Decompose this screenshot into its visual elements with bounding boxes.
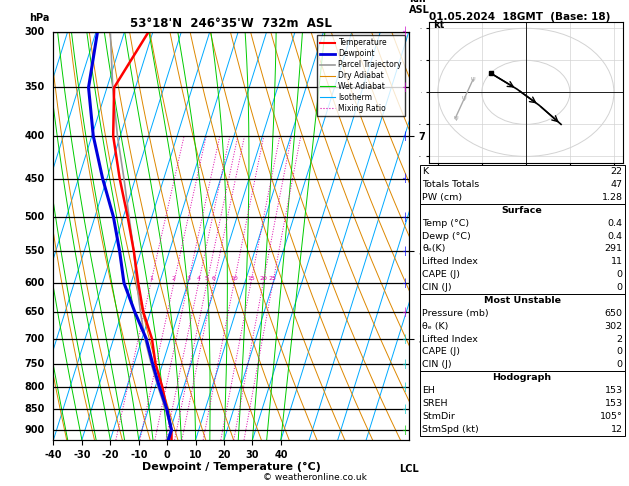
Text: 12: 12: [611, 425, 623, 434]
Text: 5: 5: [205, 276, 209, 281]
Text: CIN (J): CIN (J): [422, 360, 452, 369]
Text: Temp (°C): Temp (°C): [422, 219, 469, 228]
Text: Dewp (°C): Dewp (°C): [422, 231, 471, 241]
Text: ψ: ψ: [470, 76, 476, 82]
Text: ┤: ┤: [402, 27, 407, 36]
Text: 750: 750: [25, 359, 45, 369]
Text: 2: 2: [172, 276, 176, 281]
Text: 3: 3: [186, 276, 190, 281]
Text: Surface: Surface: [502, 206, 542, 215]
Text: 10: 10: [230, 276, 238, 281]
Text: ┤: ┤: [402, 334, 407, 344]
Text: © weatheronline.co.uk: © weatheronline.co.uk: [262, 473, 367, 482]
Text: SREH: SREH: [422, 399, 448, 408]
Text: Pressure (mb): Pressure (mb): [422, 309, 489, 318]
Text: Most Unstable: Most Unstable: [484, 296, 560, 305]
Title: 53°18'N  246°35'W  732m  ASL: 53°18'N 246°35'W 732m ASL: [130, 17, 332, 31]
Text: Hodograph: Hodograph: [493, 373, 552, 382]
Text: ┤: ┤: [402, 212, 407, 222]
Text: 800: 800: [24, 382, 45, 392]
Text: 400: 400: [25, 131, 45, 141]
Text: 01.05.2024  18GMT  (Base: 18): 01.05.2024 18GMT (Base: 18): [429, 12, 610, 22]
Text: ┤: ┤: [402, 425, 407, 434]
Text: 302: 302: [604, 322, 623, 331]
Text: CAPE (J): CAPE (J): [422, 347, 460, 357]
Text: 105°: 105°: [600, 412, 623, 421]
Text: 850: 850: [24, 404, 45, 414]
Text: CAPE (J): CAPE (J): [422, 270, 460, 279]
Text: 0.4: 0.4: [608, 231, 623, 241]
Text: θₑ(K): θₑ(K): [422, 244, 445, 254]
Text: ┤: ┤: [402, 174, 407, 183]
Text: km
ASL: km ASL: [409, 0, 430, 15]
Text: 15: 15: [247, 276, 255, 281]
Text: ┤: ┤: [402, 131, 407, 140]
Text: ψ: ψ: [454, 115, 458, 121]
Text: 300: 300: [25, 27, 45, 36]
Text: ┤: ┤: [402, 359, 407, 368]
Text: 650: 650: [604, 309, 623, 318]
Text: 500: 500: [25, 212, 45, 222]
Text: 1.28: 1.28: [602, 193, 623, 202]
Text: Lifted Index: Lifted Index: [422, 334, 478, 344]
Text: 4: 4: [197, 276, 201, 281]
X-axis label: Dewpoint / Temperature (°C): Dewpoint / Temperature (°C): [142, 462, 321, 472]
Text: 650: 650: [25, 307, 45, 317]
Text: 22: 22: [611, 167, 623, 176]
Text: 153: 153: [604, 399, 623, 408]
Text: 350: 350: [25, 83, 45, 92]
Text: Totals Totals: Totals Totals: [422, 180, 479, 189]
Text: θₑ (K): θₑ (K): [422, 322, 448, 331]
Legend: Temperature, Dewpoint, Parcel Trajectory, Dry Adiabat, Wet Adiabat, Isotherm, Mi: Temperature, Dewpoint, Parcel Trajectory…: [317, 35, 405, 116]
Text: K: K: [422, 167, 428, 176]
Text: 600: 600: [25, 278, 45, 288]
Text: 450: 450: [25, 174, 45, 184]
Text: PW (cm): PW (cm): [422, 193, 462, 202]
Text: ┤: ┤: [402, 246, 407, 256]
Text: ┤: ┤: [402, 382, 407, 392]
Text: 20: 20: [259, 276, 267, 281]
Text: 550: 550: [25, 246, 45, 256]
Text: StmDir: StmDir: [422, 412, 455, 421]
Text: StmSpd (kt): StmSpd (kt): [422, 425, 479, 434]
Text: ┤: ┤: [402, 83, 407, 92]
Text: 25: 25: [269, 276, 277, 281]
Text: ┤: ┤: [402, 307, 407, 317]
Text: Lifted Index: Lifted Index: [422, 257, 478, 266]
Text: CIN (J): CIN (J): [422, 283, 452, 292]
Text: kt: kt: [433, 20, 445, 30]
Text: 0.4: 0.4: [608, 219, 623, 228]
Text: 1: 1: [149, 276, 153, 281]
Text: ┤: ┤: [402, 278, 407, 288]
Text: 2: 2: [616, 334, 623, 344]
Text: 900: 900: [25, 425, 45, 435]
Text: ┤: ┤: [402, 404, 407, 414]
Text: 47: 47: [611, 180, 623, 189]
Text: 6: 6: [212, 276, 216, 281]
Text: 11: 11: [611, 257, 623, 266]
Text: 0: 0: [616, 270, 623, 279]
Text: 0: 0: [616, 283, 623, 292]
Text: 291: 291: [604, 244, 623, 254]
Text: ψ: ψ: [462, 95, 467, 102]
Text: EH: EH: [422, 386, 435, 395]
Text: hPa: hPa: [29, 14, 50, 23]
Y-axis label: Mixing Ratio (g/kg): Mixing Ratio (g/kg): [426, 183, 437, 289]
Text: LCL: LCL: [399, 464, 419, 474]
Text: 0: 0: [616, 360, 623, 369]
Text: 153: 153: [604, 386, 623, 395]
Text: 700: 700: [25, 334, 45, 344]
Text: 0: 0: [616, 347, 623, 357]
